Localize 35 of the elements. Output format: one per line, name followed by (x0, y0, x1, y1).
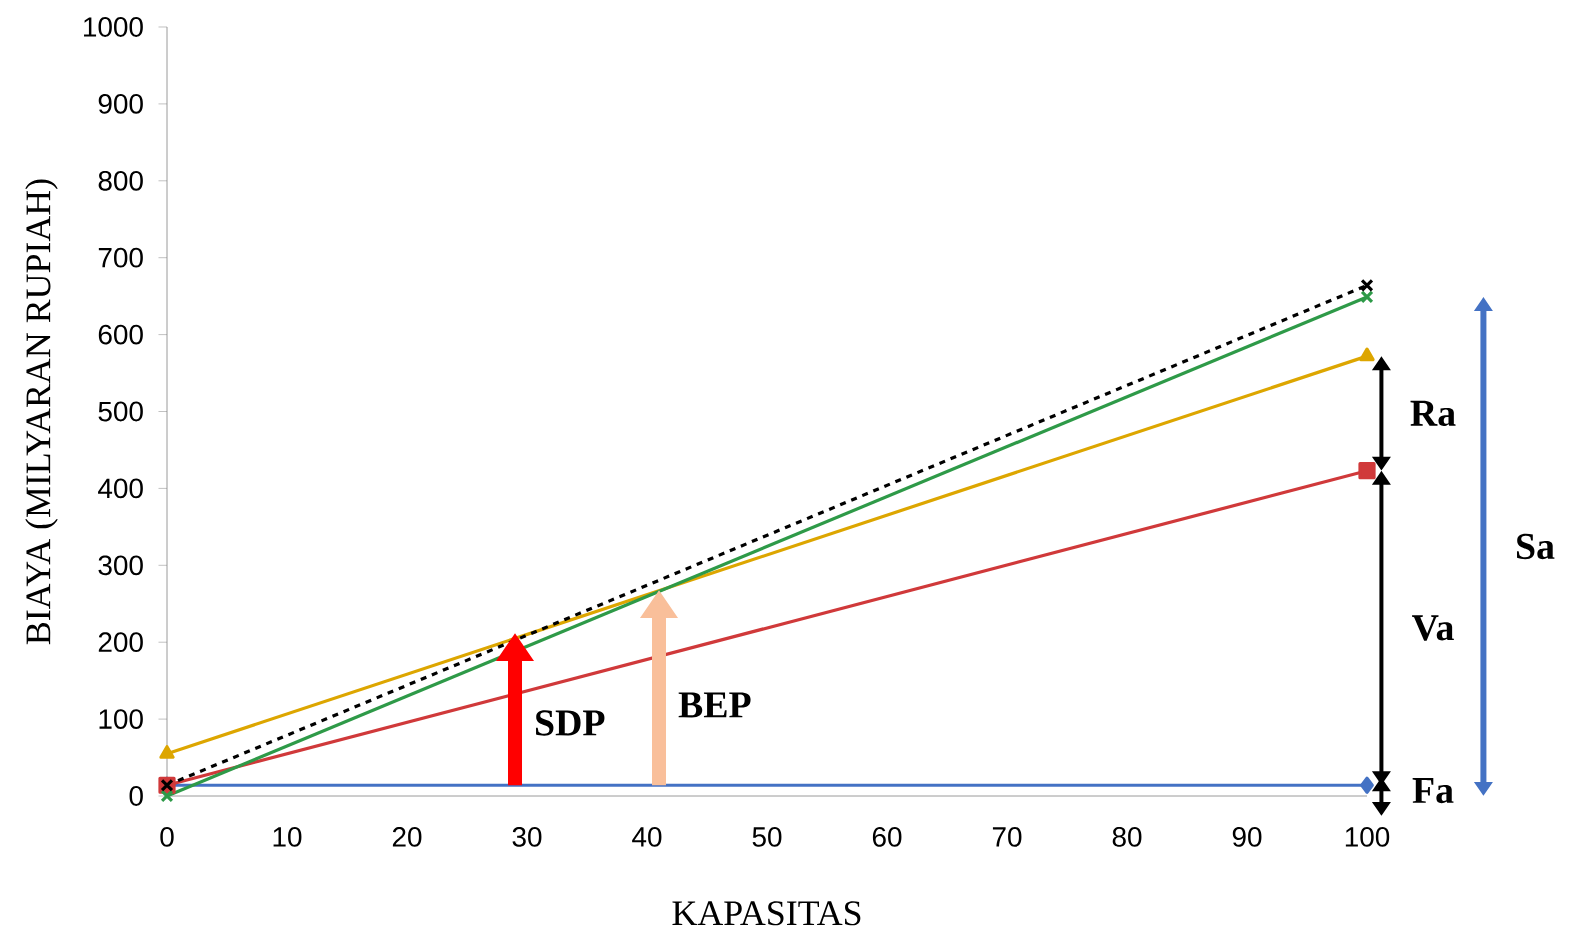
y-tick-label: 900 (98, 94, 143, 114)
x-tick-label: 80 (1112, 827, 1142, 847)
point (1360, 776, 1374, 794)
x-tick-label: 50 (752, 827, 782, 847)
text: Sa (1517, 533, 1555, 560)
y-tick-label: 600 (98, 324, 143, 345)
x-tick-label: 100 (1345, 827, 1390, 847)
text: Fa (1412, 778, 1454, 804)
text: Ra (1410, 400, 1456, 427)
y-tick-label: 700 (98, 247, 143, 268)
y-tick-label: 400 (98, 478, 143, 499)
y-tick-label: 100 (99, 709, 143, 729)
point (1360, 290, 1374, 304)
x-tick-label: 70 (992, 827, 1022, 847)
x-tick-label: 10 (273, 827, 302, 847)
x-tick-label: 40 (632, 827, 662, 847)
x-tick-label: 90 (1232, 827, 1262, 847)
y-tick-label: 800 (98, 170, 143, 191)
y-tick-label: 300 (98, 555, 143, 576)
y-tick-label: 500 (98, 401, 143, 422)
annotation: SDP (536, 710, 605, 736)
text: Va (1412, 615, 1454, 641)
x-tick-label: 0 (160, 827, 174, 847)
y-tick-label: 200 (98, 632, 143, 653)
point (160, 789, 174, 803)
y-tick-label: 0 (129, 786, 143, 806)
point (1360, 278, 1374, 292)
x-axis-title: KAPASITAS (672, 901, 861, 926)
annotation: BEP (678, 692, 751, 718)
x-tick-label: 30 (512, 827, 542, 847)
y-axis-title: BIAYA (MILYARAN RUPIAH) (25, 179, 58, 645)
y-tick-label: 1000 (84, 17, 143, 37)
point (1358, 462, 1376, 480)
x-tick-label: 60 (872, 827, 902, 847)
x-tick-label: 20 (392, 827, 422, 847)
